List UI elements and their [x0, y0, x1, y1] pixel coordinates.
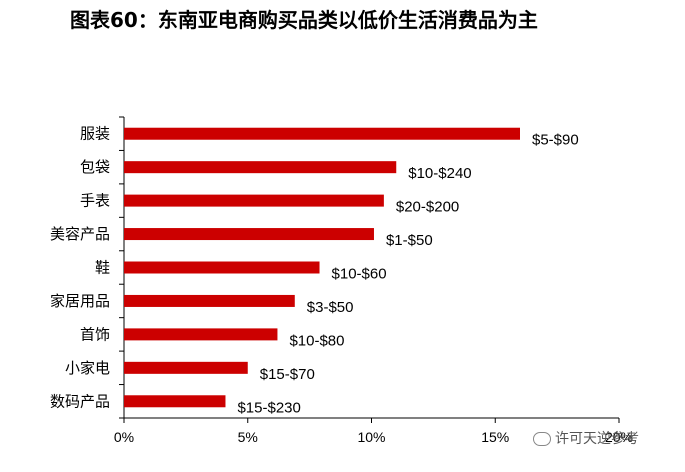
- watermark-text: 许可天逆参考: [555, 431, 639, 447]
- bar: [124, 127, 520, 140]
- category-label: 美容产品: [50, 225, 110, 243]
- bar: [124, 261, 320, 274]
- bars-group: [124, 127, 520, 408]
- x-tick-label: 5%: [238, 429, 258, 445]
- bar: [124, 361, 248, 374]
- axis-group: 0% 5% 10% 15% 20%: [114, 116, 633, 445]
- category-label: 手表: [80, 192, 110, 210]
- bar: [124, 228, 374, 241]
- watermark: 许可天逆参考: [533, 428, 639, 448]
- bar: [124, 194, 384, 207]
- category-label: 服装: [80, 125, 110, 143]
- price-range-label: $15-$70: [260, 366, 315, 383]
- price-range-label: $20-$200: [396, 199, 459, 216]
- category-label: 包袋: [80, 158, 110, 176]
- price-range-label: $10-$80: [289, 332, 344, 349]
- bar: [124, 395, 226, 408]
- category-label: 数码产品: [50, 392, 110, 410]
- price-range-label: $10-$60: [332, 266, 387, 283]
- chart-title: 图表60：东南亚电商购买品类以低价生活消费品为主: [70, 8, 538, 32]
- price-range-label: $10-$240: [408, 165, 471, 182]
- category-label: 首饰: [80, 325, 110, 343]
- x-tick-label: 20%: [605, 429, 633, 445]
- price-range-label: $1-$50: [386, 232, 433, 249]
- bar: [124, 294, 295, 307]
- wechat-icon: [533, 432, 551, 446]
- bar: [124, 328, 278, 341]
- bar: [124, 161, 397, 174]
- price-range-label: $3-$50: [307, 299, 354, 316]
- x-tick-label: 15%: [481, 429, 509, 445]
- price-range-label: $5-$90: [532, 132, 579, 149]
- x-tick-label: 10%: [357, 429, 385, 445]
- category-label: 小家电: [65, 359, 110, 377]
- category-label: 鞋: [95, 259, 110, 277]
- labels-group: 服装 $5-$90 包袋 $10-$240 手表 $20-$200 美容产品 $1-$50 鞋 $…: [50, 125, 579, 417]
- price-range-label: $15-$230: [237, 399, 300, 416]
- category-label: 家居用品: [50, 292, 110, 310]
- x-tick-label: 0%: [114, 429, 134, 445]
